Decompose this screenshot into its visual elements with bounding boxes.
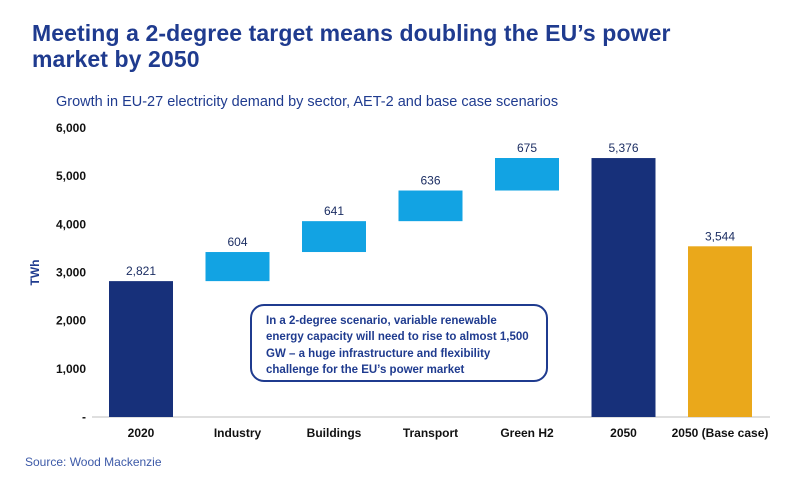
bar-2050-base-case [688,246,752,417]
x-tick-label: 2020 [128,426,155,440]
chart-title: Meeting a 2-degree target means doubling… [32,20,671,72]
source-note: Source: Wood Mackenzie [25,455,162,469]
y-axis-label: TWh [28,260,42,286]
y-tick-label: 2,000 [56,314,86,328]
y-tick-label: 5,000 [56,169,86,183]
y-tick-label: 4,000 [56,217,86,231]
data-label: 3,544 [705,229,735,243]
data-label: 2,821 [126,264,156,278]
y-tick-label: 1,000 [56,362,86,376]
x-tick-label: 2050 [610,426,637,440]
y-tick-label: 6,000 [56,121,86,135]
x-tick-label: Industry [214,426,262,440]
x-tick-label: Transport [403,426,458,440]
bar-industry [205,252,270,282]
bar-2050 [591,158,656,417]
data-label: 636 [420,174,440,188]
data-label: 675 [517,141,537,155]
annotation-callout: In a 2-degree scenario, variable renewab… [250,304,548,382]
bar-transport [398,190,463,222]
y-tick-label: - [82,410,86,424]
y-tick-label: 3,000 [56,266,86,280]
x-tick-label: 2050 (Base case) [672,426,769,440]
data-label: 604 [227,235,247,249]
x-tick-label: Green H2 [500,426,554,440]
data-label: 641 [324,204,344,218]
bar-green-h2 [495,158,559,191]
bar-2020 [109,281,173,417]
bar-buildings [302,221,366,253]
chart-subtitle: Growth in EU-27 electricity demand by se… [56,94,559,110]
x-tick-label: Buildings [307,426,362,440]
data-label: 5,376 [608,141,638,155]
